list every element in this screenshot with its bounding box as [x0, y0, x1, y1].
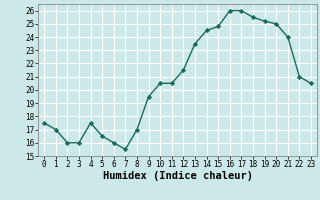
X-axis label: Humidex (Indice chaleur): Humidex (Indice chaleur)	[103, 171, 252, 181]
